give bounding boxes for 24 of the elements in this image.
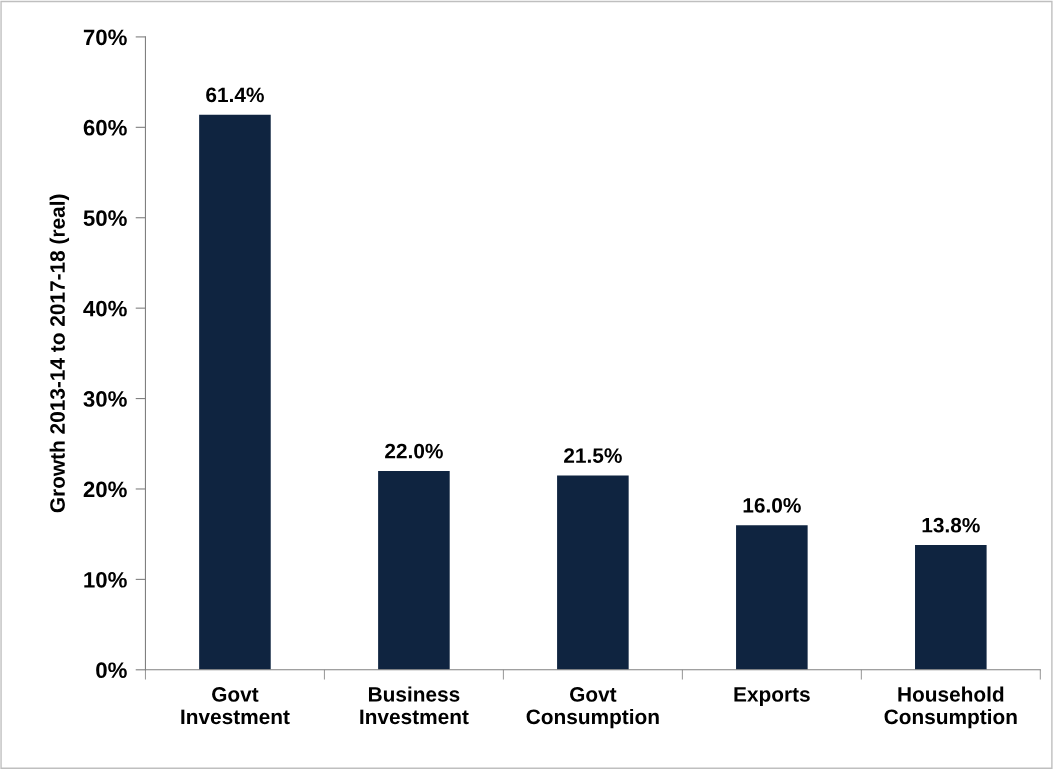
- data-label: 61.4%: [206, 87, 264, 103]
- bar: [199, 114, 271, 670]
- x-tick-label: Govt Consumption: [526, 687, 659, 729]
- y-tick-label: 70%: [83, 29, 127, 46]
- data-label: 16.0%: [743, 497, 801, 513]
- bar: [378, 470, 450, 670]
- y-axis-title: Growth 2013-14 to 2017-18 (real): [49, 194, 70, 513]
- bar: [915, 545, 987, 670]
- x-tick-label: Household Consumption: [884, 686, 1017, 729]
- y-tick-label: 10%: [84, 571, 127, 588]
- y-tick-label: 40%: [83, 300, 127, 317]
- x-tick-label: Govt Investment: [181, 687, 290, 725]
- y-tick-label: 30%: [83, 391, 127, 407]
- y-tick-label: 20%: [83, 481, 127, 498]
- bar: [736, 525, 808, 670]
- data-label: 22.0%: [385, 443, 443, 459]
- y-tick-label: 60%: [83, 119, 127, 136]
- x-tick-label: Exports: [734, 687, 810, 706]
- y-tick-label: 50%: [83, 210, 127, 227]
- y-tick-label: 0%: [96, 662, 127, 679]
- data-label: 13.8%: [922, 517, 980, 533]
- data-label: 21.5%: [564, 448, 622, 463]
- bar: [557, 475, 629, 670]
- x-tick-label: Business Investment: [360, 686, 469, 725]
